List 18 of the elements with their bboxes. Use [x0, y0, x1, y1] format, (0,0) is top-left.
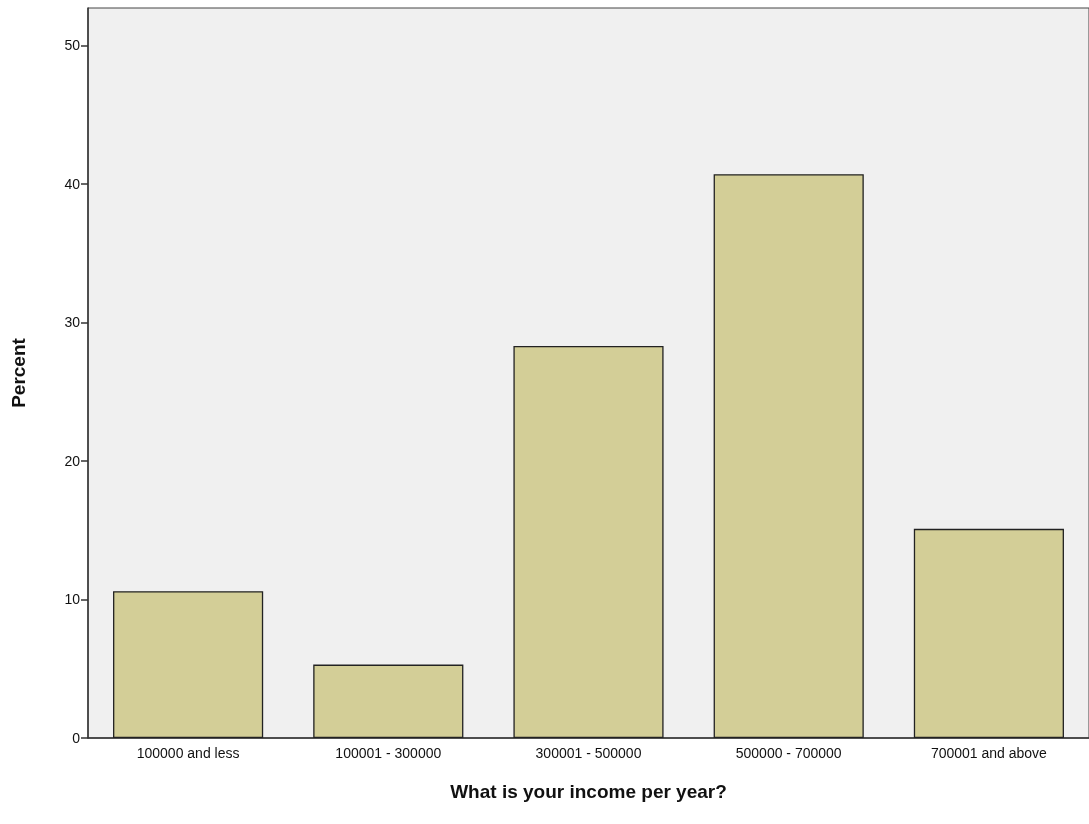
x-tick-label: 100000 and less: [136, 745, 240, 761]
bar: [713, 174, 864, 738]
y-tick-label: 50: [64, 37, 81, 54]
bar: [313, 664, 464, 738]
y-tick-label: 20: [64, 452, 81, 469]
x-axis-title: What is your income per year?: [450, 781, 727, 802]
y-tick-label: 40: [64, 175, 81, 192]
y-tick-label: 30: [64, 314, 81, 331]
y-tick-label: 10: [64, 591, 81, 608]
y-tick-label: 0: [72, 730, 81, 746]
x-tick-label: 700001 and above: [930, 745, 1048, 761]
x-tick-label: 300001 - 500000: [535, 745, 642, 761]
bar: [913, 528, 1064, 738]
x-tick-label: 100001 - 300000: [335, 745, 442, 761]
bar: [113, 591, 264, 738]
bar: [513, 345, 664, 738]
y-axis-title: Percent: [8, 337, 29, 408]
x-tick-label: 500000 - 700000: [735, 745, 842, 761]
